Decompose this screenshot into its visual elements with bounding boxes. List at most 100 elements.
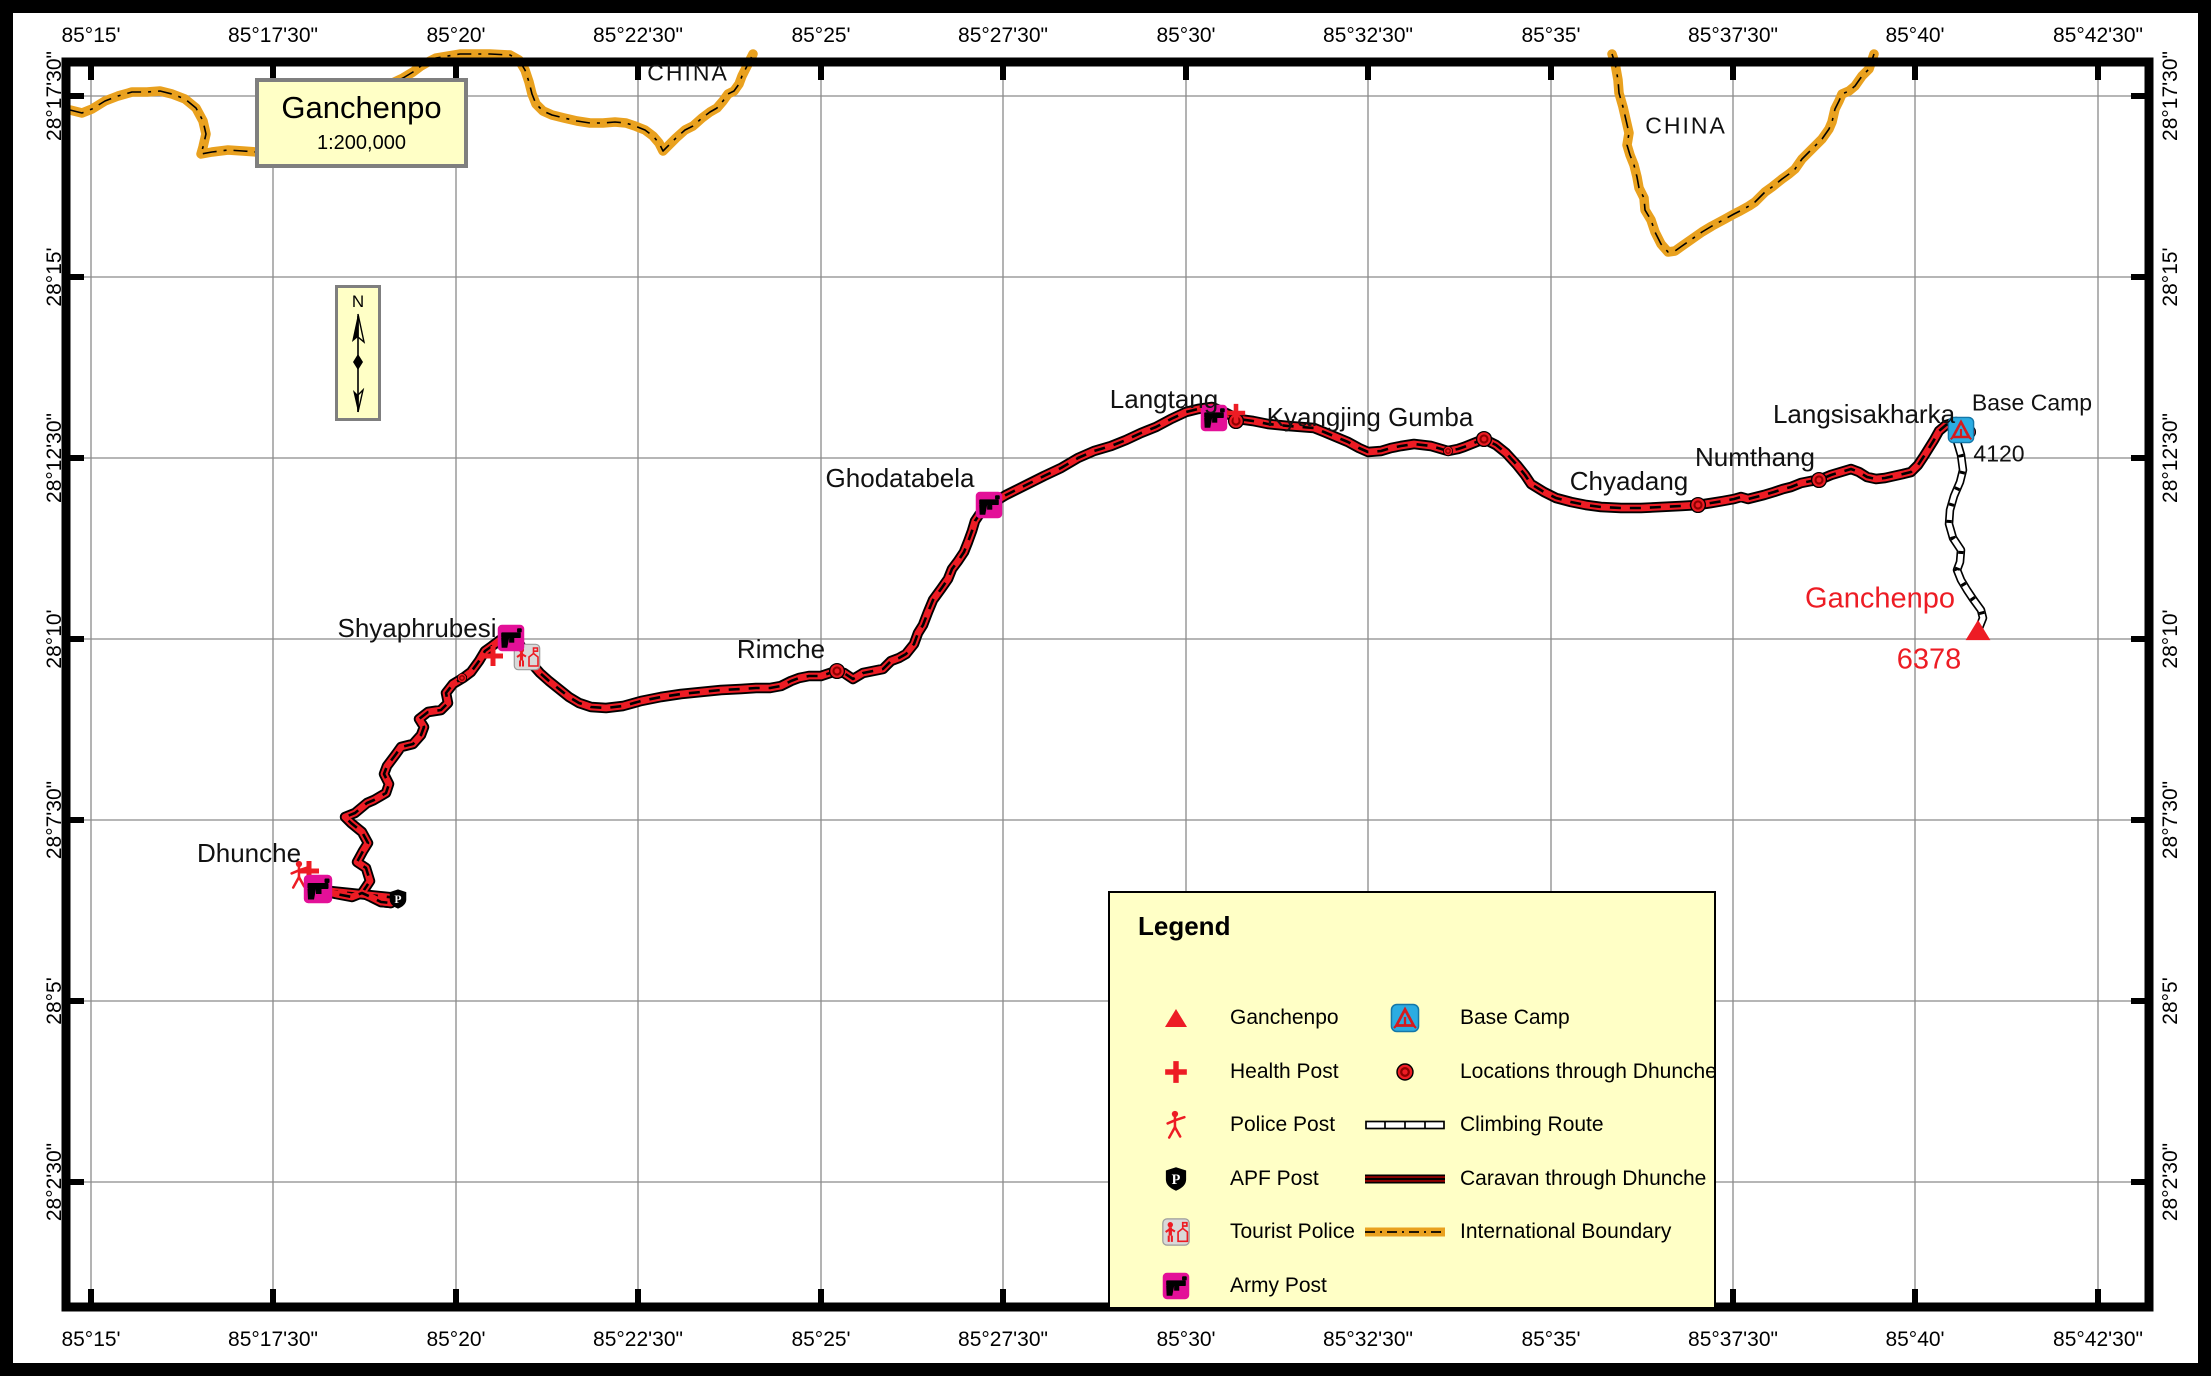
top-axis-label: 85°42'30" xyxy=(2053,24,2143,47)
bottom-axis-label: 85°30' xyxy=(1156,1328,1216,1351)
place-label: CHINA xyxy=(1645,112,1727,139)
legend-title: Legend xyxy=(1138,911,1231,941)
location-dot-icon xyxy=(1810,471,1828,489)
location-dot-icon xyxy=(1475,430,1493,448)
bottom-axis-label: 85°25' xyxy=(791,1328,851,1351)
army-icon xyxy=(1162,1272,1190,1300)
svg-text:P: P xyxy=(1172,1172,1181,1188)
top-axis-label: 85°35' xyxy=(1521,24,1581,47)
bottom-axis-label: 85°32'30" xyxy=(1323,1328,1413,1351)
place-label: 6378 xyxy=(1896,643,1962,676)
legend: Legend Ganchenpo Health Post Police Post P A… xyxy=(1108,891,1717,1309)
top-axis-label: 85°20' xyxy=(426,24,486,47)
legend-item-label: Police Post xyxy=(1230,1113,1336,1136)
army-icon xyxy=(1200,404,1228,432)
legend-item-label: Army Post xyxy=(1230,1274,1327,1297)
right-axis-label: 28°2'30" xyxy=(2159,1142,2182,1222)
left-axis-label: 28°10' xyxy=(43,609,66,669)
top-axis-label: 85°27'30" xyxy=(958,24,1048,47)
place-label: Numthang xyxy=(1695,442,1815,472)
right-axis-label: 28°10' xyxy=(2159,609,2182,669)
location-dot-icon xyxy=(828,662,846,680)
top-axis-label: 85°15' xyxy=(61,24,121,47)
apf-icon: P xyxy=(389,889,407,910)
bottom-axis-label: 85°27'30" xyxy=(958,1328,1048,1351)
place-label: Kyangjing Gumba xyxy=(1266,402,1474,432)
climbing-icon xyxy=(1365,1119,1445,1132)
army-icon xyxy=(975,491,1003,519)
right-axis-label: 28°5' xyxy=(2159,977,2182,1025)
top-axis-label: 85°32'30" xyxy=(1323,24,1413,47)
caravan-icon xyxy=(1365,1173,1445,1186)
bottom-axis-label: 85°42'30" xyxy=(2053,1328,2143,1351)
legend-item-label: APF Post xyxy=(1230,1167,1319,1190)
legend-item-label: Climbing Route xyxy=(1460,1113,1604,1136)
left-axis-label: 28°2'30" xyxy=(43,1142,66,1222)
legend-item-label: Caravan through Dhunche xyxy=(1460,1167,1707,1190)
left-axis-label: 28°5' xyxy=(43,977,66,1025)
place-label: Ghodatabela xyxy=(825,463,975,493)
dot-icon xyxy=(1396,1063,1415,1082)
place-label: Base Camp xyxy=(1971,389,2093,416)
legend-item-label: International Boundary xyxy=(1460,1220,1672,1243)
compass-needle-icon xyxy=(352,313,366,413)
top-axis-label: 85°30' xyxy=(1156,24,1216,47)
army-icon xyxy=(497,624,525,652)
place-label: Shyaphrubesi xyxy=(337,613,497,643)
map-scale: 1:200,000 xyxy=(317,132,406,154)
place-label: Ganchenpo xyxy=(1805,582,1955,615)
bottom-axis-label: 85°35' xyxy=(1521,1328,1581,1351)
bottom-axis-label: 85°17'30" xyxy=(228,1328,318,1351)
right-axis-label: 28°17'30" xyxy=(2159,51,2182,141)
basecamp-icon xyxy=(1947,416,1975,444)
left-axis-label: 28°12'30" xyxy=(43,413,66,503)
health-icon xyxy=(1225,402,1247,424)
location-dot-icon xyxy=(1689,496,1707,514)
place-label: Dhunche xyxy=(196,838,302,868)
north-arrow-box: N xyxy=(335,285,381,421)
right-axis-label: 28°12'30" xyxy=(2159,413,2182,503)
apf-icon: P xyxy=(1165,1166,1187,1191)
legend-item-label: Tourist Police xyxy=(1230,1220,1355,1243)
health-icon xyxy=(481,644,505,668)
bottom-axis-label: 85°20' xyxy=(426,1328,486,1351)
svg-text:P: P xyxy=(394,893,401,906)
legend-item-label: Locations through Dhunche xyxy=(1460,1060,1717,1083)
place-label: Chyadang xyxy=(1569,466,1689,496)
bottom-axis-label: 85°37'30" xyxy=(1688,1328,1778,1351)
map-title: Ganchenpo xyxy=(281,90,442,125)
army-icon xyxy=(303,874,333,904)
tourist-icon xyxy=(1162,1218,1190,1246)
top-axis-label: 85°40' xyxy=(1885,24,1945,47)
left-axis-label: 28°7'30" xyxy=(43,780,66,860)
top-axis-label: 85°17'30" xyxy=(228,24,318,47)
peak-icon xyxy=(1164,1008,1188,1028)
bottom-axis-label: 85°15' xyxy=(61,1328,121,1351)
top-axis-label: 85°22'30" xyxy=(593,24,683,47)
bottom-axis-label: 85°40' xyxy=(1885,1328,1945,1351)
health-icon xyxy=(1163,1059,1189,1085)
location-dot-icon xyxy=(1442,445,1454,457)
legend-item-label: Base Camp xyxy=(1460,1006,1570,1029)
map-title-box: Ganchenpo 1:200,000 xyxy=(255,78,468,168)
top-axis-label: 85°37'30" xyxy=(1688,24,1778,47)
place-label: Langsisakharka xyxy=(1772,399,1956,429)
legend-item-label: Ganchenpo xyxy=(1230,1006,1339,1029)
place-label: Langtang xyxy=(1109,384,1219,414)
left-axis-label: 28°15' xyxy=(43,247,66,307)
north-label: N xyxy=(351,292,365,311)
location-dot-icon xyxy=(456,672,468,684)
place-label: 4120 xyxy=(1973,440,2025,467)
top-axis-label: 85°25' xyxy=(791,24,851,47)
bottom-axis-label: 85°22'30" xyxy=(593,1328,683,1351)
police-icon xyxy=(289,859,312,890)
place-label: CHINA xyxy=(647,59,729,86)
right-axis-label: 28°15' xyxy=(2159,247,2182,307)
peak-icon xyxy=(1965,619,1992,642)
right-axis-label: 28°7'30" xyxy=(2159,780,2182,860)
legend-item-label: Health Post xyxy=(1230,1060,1339,1083)
boundary-icon xyxy=(1365,1226,1445,1239)
place-label: Rimche xyxy=(736,634,826,664)
